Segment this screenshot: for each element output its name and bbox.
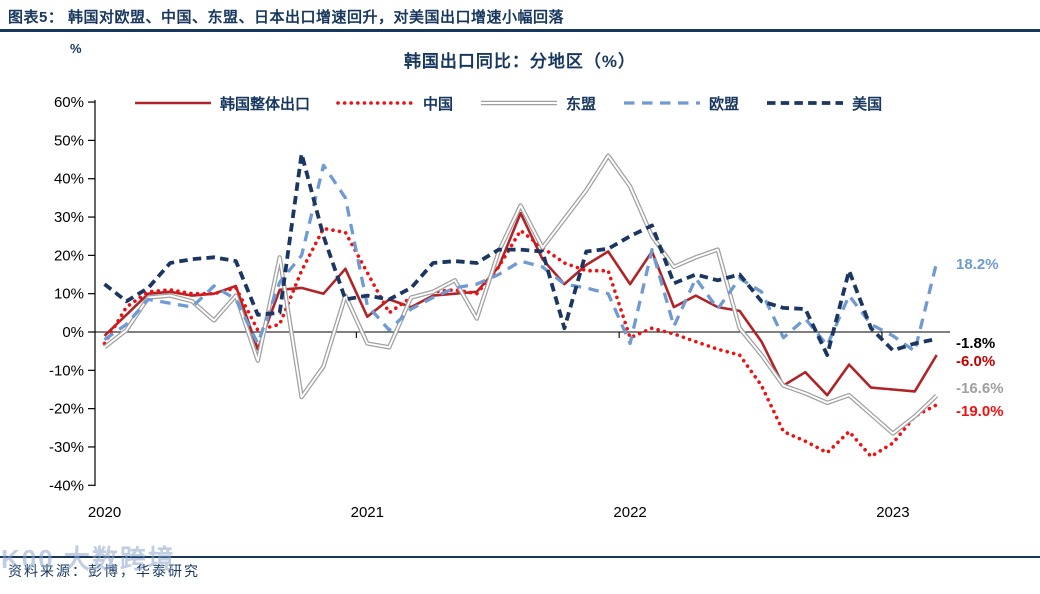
legend-label-asean: 东盟 xyxy=(566,95,597,113)
y-axis-tick-label: 60% xyxy=(54,94,84,111)
y-axis-tick-label: 40% xyxy=(54,171,84,188)
legend-item-china: 中国 xyxy=(336,93,453,114)
asean-legend-swatch xyxy=(481,100,558,106)
korea-total-legend-swatch xyxy=(135,101,211,105)
x-axis-year-label: 2022 xyxy=(613,504,646,521)
y-axis-unit-label: % xyxy=(70,41,82,56)
footer-divider xyxy=(0,556,1040,558)
chart-legend: 韩国整体出口 中国 东盟 欧盟 美国 xyxy=(133,93,908,113)
figure-header: 图表5： 韩国对欧盟、中国、东盟、日本出口增速回升，对美国出口增速小幅回落 xyxy=(8,9,565,26)
end-value-label-eu: 18.2% xyxy=(956,256,999,274)
y-axis-tick-label: 50% xyxy=(54,132,84,149)
legend-label-eu: 欧盟 xyxy=(709,95,740,113)
y-axis-tick-label: 20% xyxy=(54,247,84,264)
series-line-asean-core xyxy=(103,154,938,435)
series-line-eu xyxy=(103,163,939,353)
legend-label-china: 中国 xyxy=(423,95,454,113)
legend-label-korea-total: 韩国整体出口 xyxy=(220,95,311,113)
y-axis-tick-label: -20% xyxy=(49,401,84,418)
x-axis-year-label: 2023 xyxy=(876,504,909,521)
end-value-label-us: -1.8% xyxy=(956,334,996,352)
chart-title: 韩国出口同比：分地区（%） xyxy=(403,52,637,71)
y-axis-tick-label: -30% xyxy=(49,439,84,456)
legend-item-eu: 欧盟 xyxy=(622,93,739,114)
legend-item-us: 美国 xyxy=(765,93,882,114)
end-value-label-china: -19.0% xyxy=(956,402,1004,420)
y-axis-tick-label: 10% xyxy=(54,286,84,303)
x-axis-year-label: 2021 xyxy=(351,504,384,521)
end-value-label-korea-total: -6.0% xyxy=(956,352,996,370)
header-divider xyxy=(0,29,1040,32)
series-line-us xyxy=(103,151,938,357)
legend-label-us: 美国 xyxy=(852,95,883,113)
y-axis-tick-label: -10% xyxy=(49,362,84,379)
end-value-label-asean: -16.6% xyxy=(956,379,1004,397)
china-legend-swatch xyxy=(336,101,416,105)
series-line-china xyxy=(102,226,939,459)
legend-item-asean: 东盟 xyxy=(479,93,596,114)
x-axis-year-label: 2020 xyxy=(88,504,121,521)
y-axis-tick-label: 0% xyxy=(62,324,84,341)
y-axis-tick-label: 30% xyxy=(54,209,84,226)
legend-item-korea-total: 韩国整体出口 xyxy=(133,93,310,114)
source-note: 资料来源：彭博，华泰研究 xyxy=(8,565,200,580)
eu-legend-swatch xyxy=(624,101,701,105)
series-line-korea-total xyxy=(103,211,938,397)
y-axis-tick-label: -40% xyxy=(49,477,84,494)
